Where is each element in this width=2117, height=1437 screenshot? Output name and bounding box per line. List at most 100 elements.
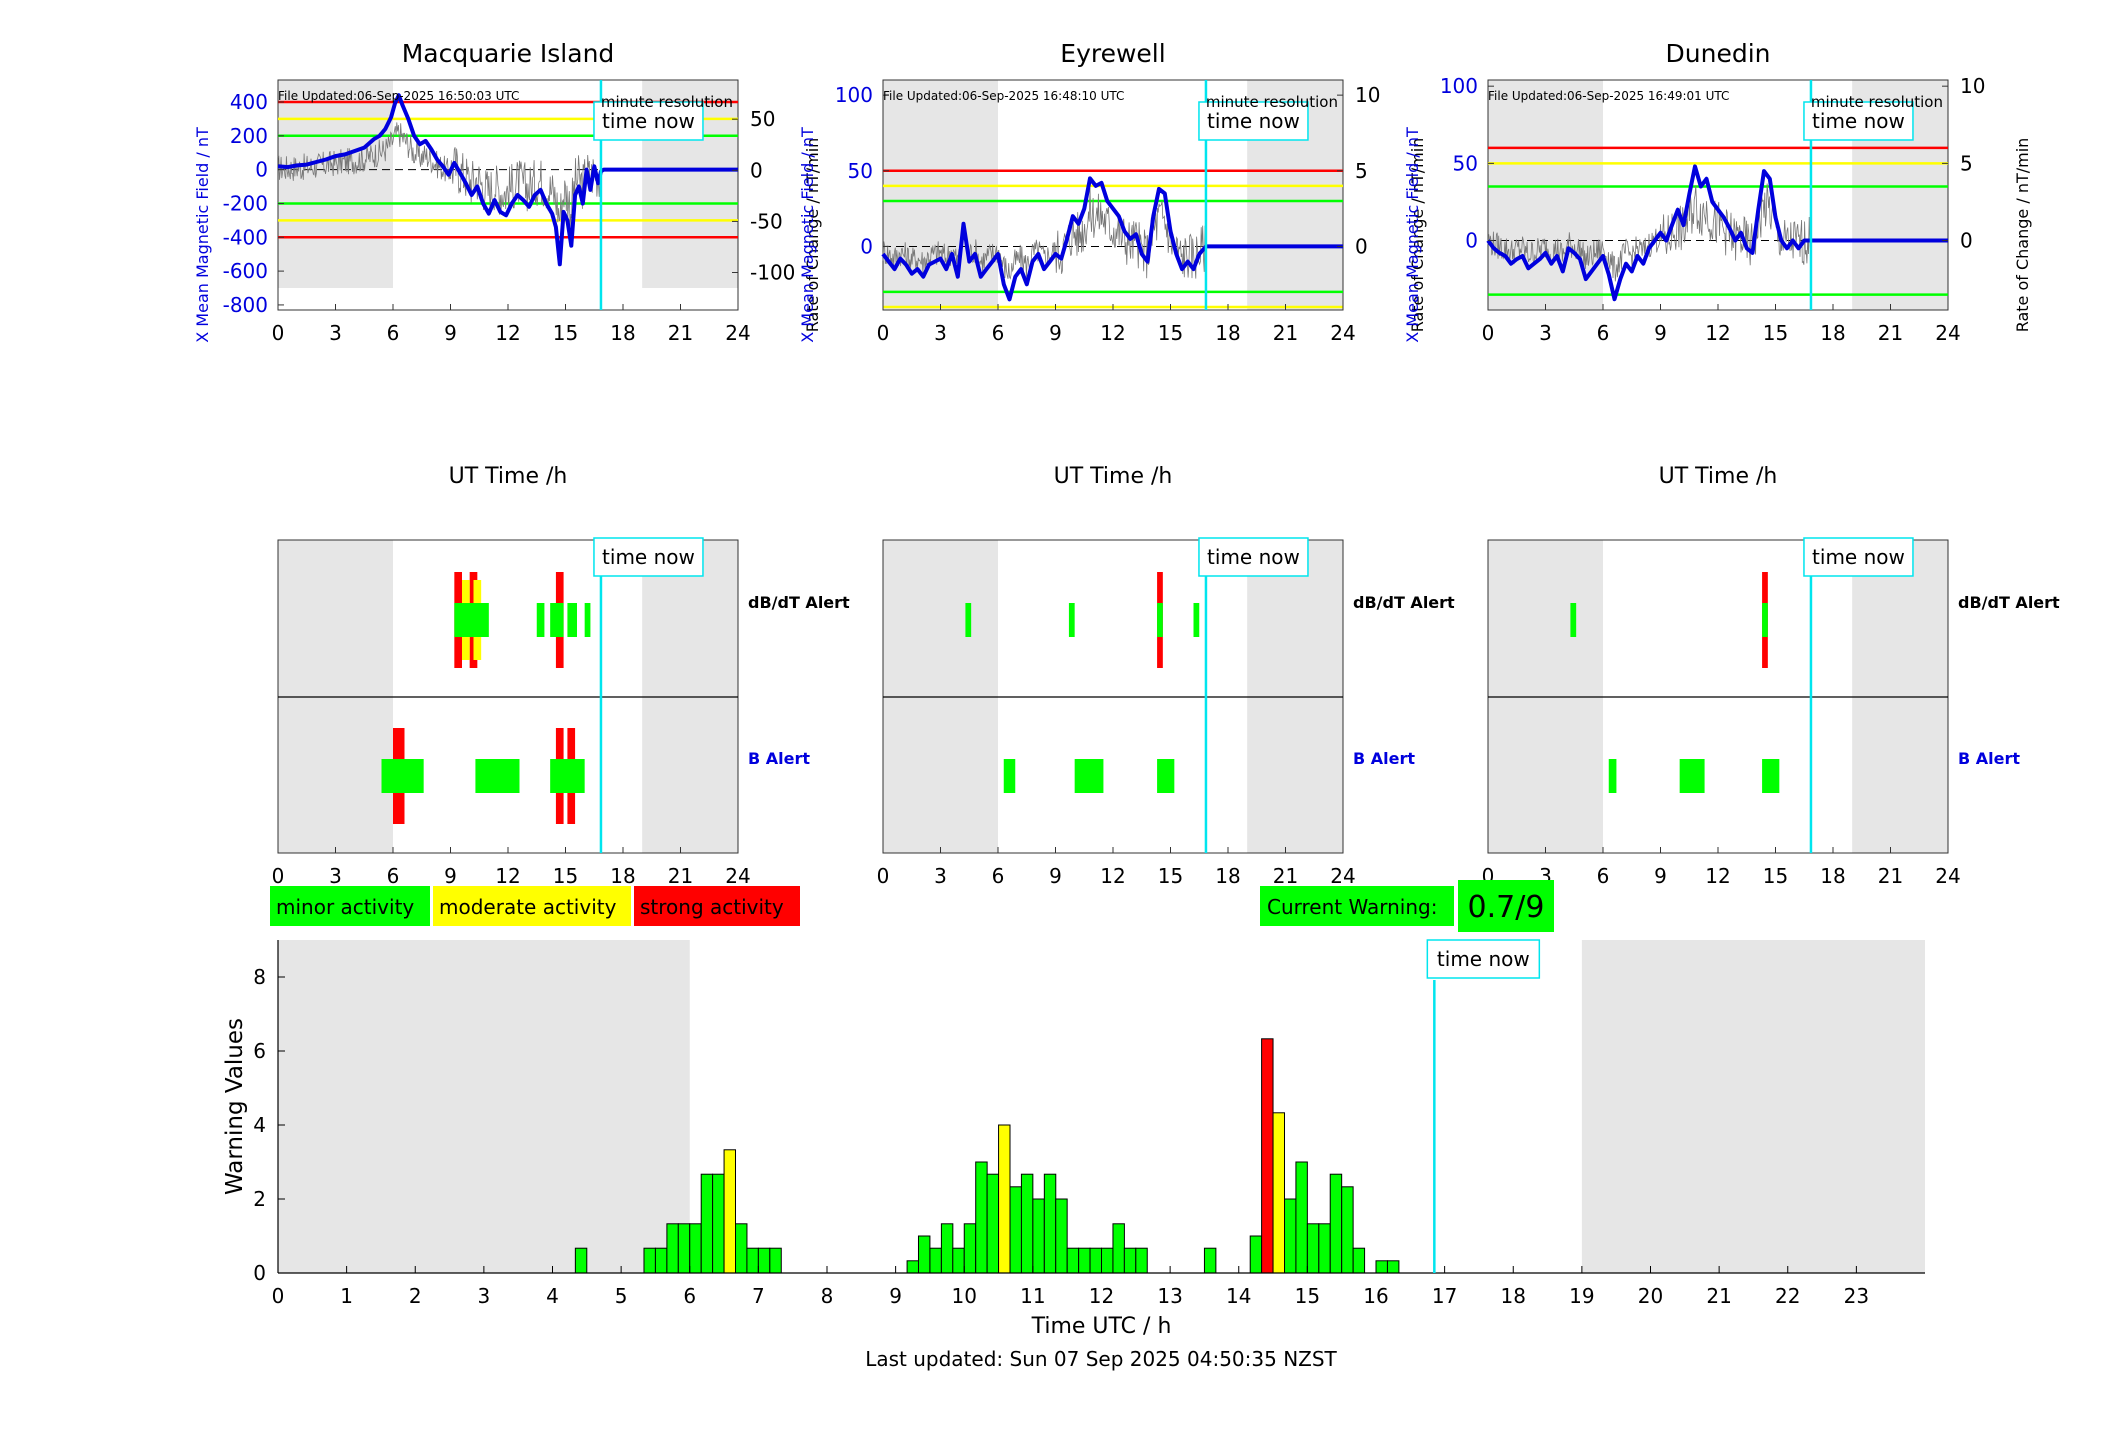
dbdt-alert-mark-minor (965, 603, 972, 637)
time-now-box (1198, 101, 1309, 141)
x-tick-label: 5 (615, 1284, 628, 1308)
time-now-label: time now (1437, 947, 1530, 971)
x-tick-label: 15 (1763, 321, 1788, 345)
b-alert-mark-minor (1157, 759, 1175, 793)
x-tick-label: 21 (1273, 321, 1298, 345)
field-chart-1: time now -800 -600 -400 -200 0 200 400 -100 -50 0 5… (193, 39, 822, 489)
warning-bar (940, 1223, 954, 1274)
x-tick-label: 21 (1878, 321, 1903, 345)
warning-bar (700, 1173, 714, 1274)
warning-bar (677, 1223, 691, 1274)
y-right-tick-label: 50 (750, 107, 775, 131)
y-right-axis-label: Rate of Change / nT/min (1408, 138, 1427, 333)
x-tick-label: 14 (1226, 1284, 1251, 1308)
file-updated-text: File Updated:06-Sep-2025 16:48:10 UTC (883, 89, 1124, 103)
x-tick-label: 3 (478, 1284, 491, 1308)
current-warning-value: 0.7/9 (1468, 890, 1545, 925)
legend-label-moderate: moderate activity (439, 895, 617, 919)
x-tick-label: 9 (889, 1284, 902, 1308)
warning-bar (654, 1247, 668, 1274)
minute-resolution-label: minute resolution (1206, 93, 1338, 111)
time-now-box (593, 101, 704, 141)
x-tick-label: 24 (725, 321, 750, 345)
b-alert-mark-minor (381, 759, 424, 793)
x-tick-label: 12 (1100, 864, 1125, 888)
x-tick-label: 6 (683, 1284, 696, 1308)
activity-legend: minor activity moderate activity strong ac… (270, 886, 800, 926)
legend-label-strong: strong activity (640, 895, 784, 919)
field-series-line (277, 93, 738, 267)
y-right-tick-label: 5 (1960, 151, 1973, 175)
warning-bar (929, 1247, 942, 1274)
x-tick-label: 6 (387, 321, 400, 345)
warning-bar (963, 1223, 977, 1274)
field-series-line (1486, 164, 1948, 302)
x-tick-label: 3 (1539, 321, 1552, 345)
x-tick-label: 9 (1654, 864, 1667, 888)
x-tick-label: 24 (1330, 321, 1355, 345)
b-alert-label: B Alert (748, 749, 810, 768)
warning-bar (975, 1161, 988, 1274)
current-warning-label-box (1260, 886, 1454, 926)
x-tick-label: 22 (1775, 1284, 1800, 1308)
x-tick-label: 6 (992, 321, 1005, 345)
warning-bar (1032, 1198, 1045, 1274)
time-now-box (1803, 537, 1914, 577)
current-warning-value-box (1458, 880, 1554, 932)
dbdt-alert-mark-minor (584, 603, 591, 637)
x-tick-label: 24 (1935, 864, 1960, 888)
x-tick-label: 18 (1820, 321, 1845, 345)
b-alert-label: B Alert (1353, 749, 1415, 768)
time-now-label: time now (1812, 545, 1905, 569)
x-tick-label: 18 (1215, 864, 1240, 888)
rate-of-change-trace (277, 122, 602, 228)
y-tick-label: 6 (253, 1039, 266, 1063)
x-tick-label: 18 (1215, 321, 1240, 345)
x-axis-label: UT Time /h (449, 464, 568, 489)
warning-bar (1078, 1247, 1091, 1274)
y-right-tick-label: 10 (1355, 83, 1380, 107)
y-tick-label: -800 (223, 293, 268, 317)
night-shading (278, 80, 393, 289)
x-tick-label: 18 (1820, 864, 1845, 888)
dbdt-alert-label: dB/dT Alert (748, 593, 850, 612)
dbdt-alert-mark-minor (1570, 603, 1577, 637)
warning-bar (1306, 1223, 1320, 1274)
warning-bar (998, 1124, 1011, 1274)
y-tick-label: 0 (253, 1261, 266, 1285)
field-series-line (881, 176, 1343, 302)
x-tick-label: 18 (610, 864, 635, 888)
y-right-axis-label: Rate of Change / nT/min (2013, 138, 2032, 333)
x-tick-label: 0 (272, 321, 285, 345)
warning-bar (1101, 1247, 1114, 1274)
y-right-tick-label: 0 (750, 158, 763, 182)
warning-bar (643, 1247, 656, 1274)
x-tick-label: 6 (1597, 321, 1610, 345)
x-tick-label: 17 (1432, 1284, 1457, 1308)
warning-bar (666, 1223, 679, 1274)
x-tick-label: 12 (495, 864, 520, 888)
y-axis-label: X Mean Magnetic Field / nT (193, 127, 212, 343)
y-axis-label: Warning Values (222, 1018, 248, 1195)
x-tick-label: 21 (1706, 1284, 1731, 1308)
b-alert-mark-minor (1608, 759, 1617, 793)
x-tick-label: 0 (272, 1284, 285, 1308)
x-tick-label: 7 (752, 1284, 765, 1308)
warning-bar (1135, 1247, 1148, 1274)
warning-bar (906, 1260, 920, 1274)
legend-swatch-moderate (433, 886, 631, 926)
warning-bar (769, 1247, 782, 1274)
current-warning: Current Warning: 0.7/9 (1260, 880, 1554, 932)
warning-bar (1020, 1173, 1034, 1274)
b-alert-label: B Alert (1958, 749, 2020, 768)
x-tick-label: 18 (610, 321, 635, 345)
time-now-label: time now (1207, 545, 1300, 569)
time-now-box (1426, 939, 1541, 979)
y-right-axis-label: Rate of Change / nT/min (803, 138, 822, 333)
x-tick-label: 12 (495, 321, 520, 345)
y-tick-label: 2 (253, 1187, 266, 1211)
warning-bar (917, 1235, 931, 1274)
b-alert-mark-minor (1003, 759, 1016, 793)
y-tick-label: -400 (223, 225, 268, 249)
